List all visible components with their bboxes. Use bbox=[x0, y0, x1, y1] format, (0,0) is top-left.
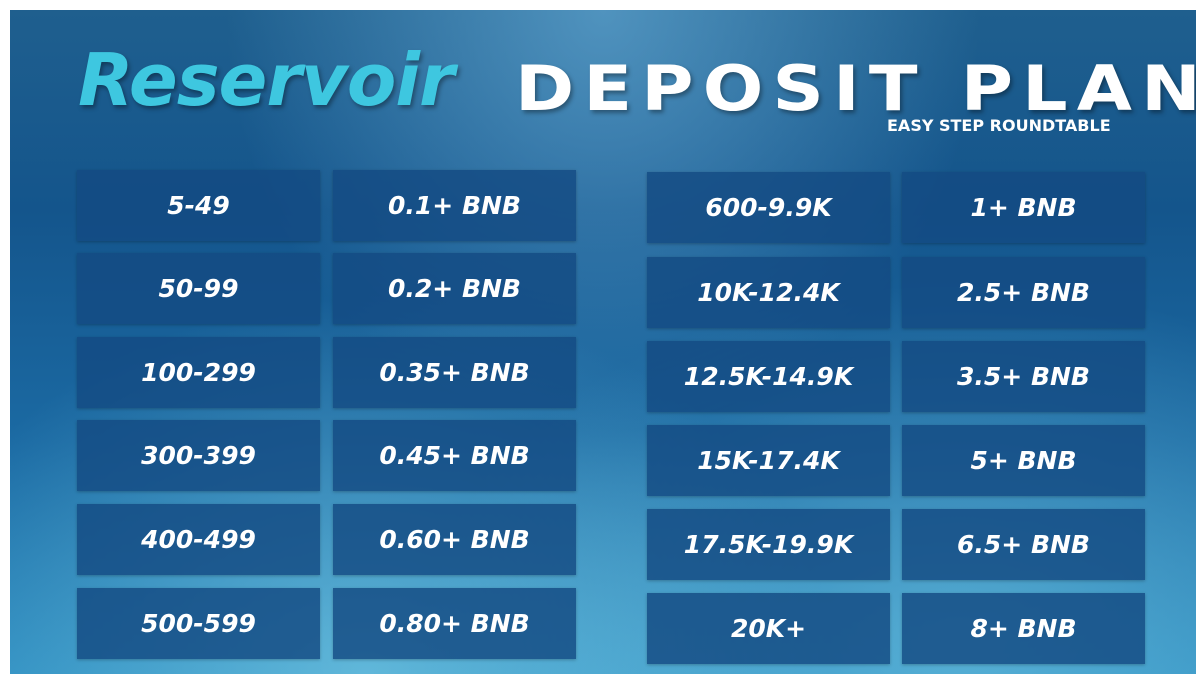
deposit-cell: 0.35+ BNB bbox=[333, 337, 576, 408]
range-cell: 5-49 bbox=[77, 170, 320, 241]
range-cell: 12.5K-14.9K bbox=[647, 341, 890, 412]
range-cell: 10K-12.4K bbox=[647, 257, 890, 328]
deposit-cell: 0.1+ BNB bbox=[333, 170, 576, 241]
deposit-cell: 1+ BNB bbox=[902, 172, 1145, 243]
poster: Reservoir DEPOSIT PLAN EASY STEP ROUNDTA… bbox=[10, 10, 1196, 674]
range-cell: 400-499 bbox=[77, 504, 320, 575]
page: Reservoir DEPOSIT PLAN EASY STEP ROUNDTA… bbox=[0, 0, 1201, 680]
range-cell: 500-599 bbox=[77, 588, 320, 659]
deposit-cell: 2.5+ BNB bbox=[902, 257, 1145, 328]
range-cell: 600-9.9K bbox=[647, 172, 890, 243]
range-cell: 50-99 bbox=[77, 253, 320, 324]
range-cell: 100-299 bbox=[77, 337, 320, 408]
deposit-cell: 6.5+ BNB bbox=[902, 509, 1145, 580]
deposit-cell: 0.45+ BNB bbox=[333, 420, 576, 491]
deposit-cell: 0.80+ BNB bbox=[333, 588, 576, 659]
deposit-cell: 3.5+ BNB bbox=[902, 341, 1145, 412]
subtitle: EASY STEP ROUNDTABLE bbox=[887, 116, 1111, 135]
deposit-cell: 5+ BNB bbox=[902, 425, 1145, 496]
brand: Reservoir bbox=[78, 38, 453, 122]
range-cell: 20K+ bbox=[647, 593, 890, 664]
range-cell: 15K-17.4K bbox=[647, 425, 890, 496]
deposit-cell: 0.60+ BNB bbox=[333, 504, 576, 575]
deposit-cell: 8+ BNB bbox=[902, 593, 1145, 664]
range-cell: 17.5K-19.9K bbox=[647, 509, 890, 580]
title: DEPOSIT PLAN bbox=[515, 52, 1196, 125]
range-cell: 300-399 bbox=[77, 420, 320, 491]
deposit-cell: 0.2+ BNB bbox=[333, 253, 576, 324]
